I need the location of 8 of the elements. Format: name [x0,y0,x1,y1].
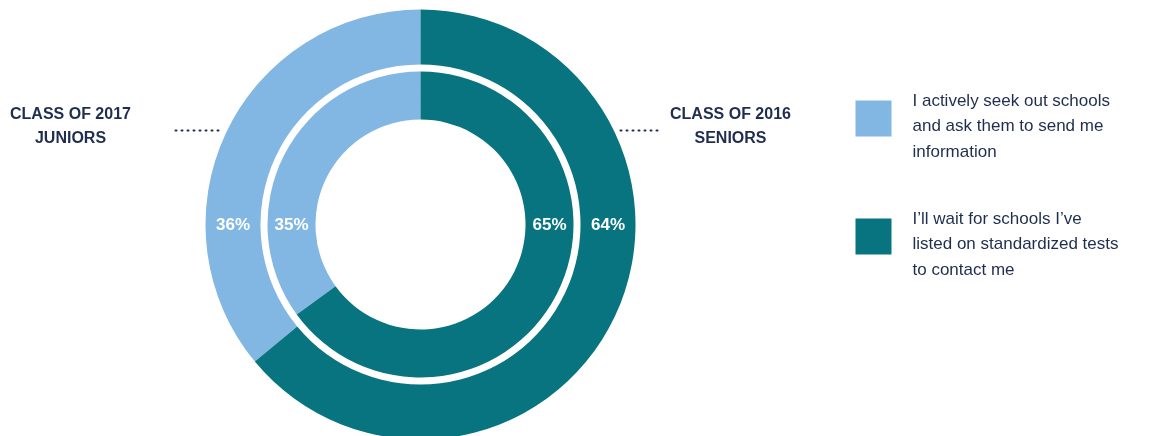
legend-label: I’ll wait for schools I’ve listed on standardized tests to contact me [912,208,1119,279]
legend-label: I actively seek out schools and ask them to send me information [912,90,1110,161]
data-label: 36% [215,215,251,234]
data-label: 64% [590,215,626,234]
text: CLASS OF 2017 JUNIORS [10,105,132,146]
data-label: 65% [532,215,567,234]
data-label: 35% [274,215,309,234]
text: CLASS OF 2016 SENIORS [670,105,792,146]
